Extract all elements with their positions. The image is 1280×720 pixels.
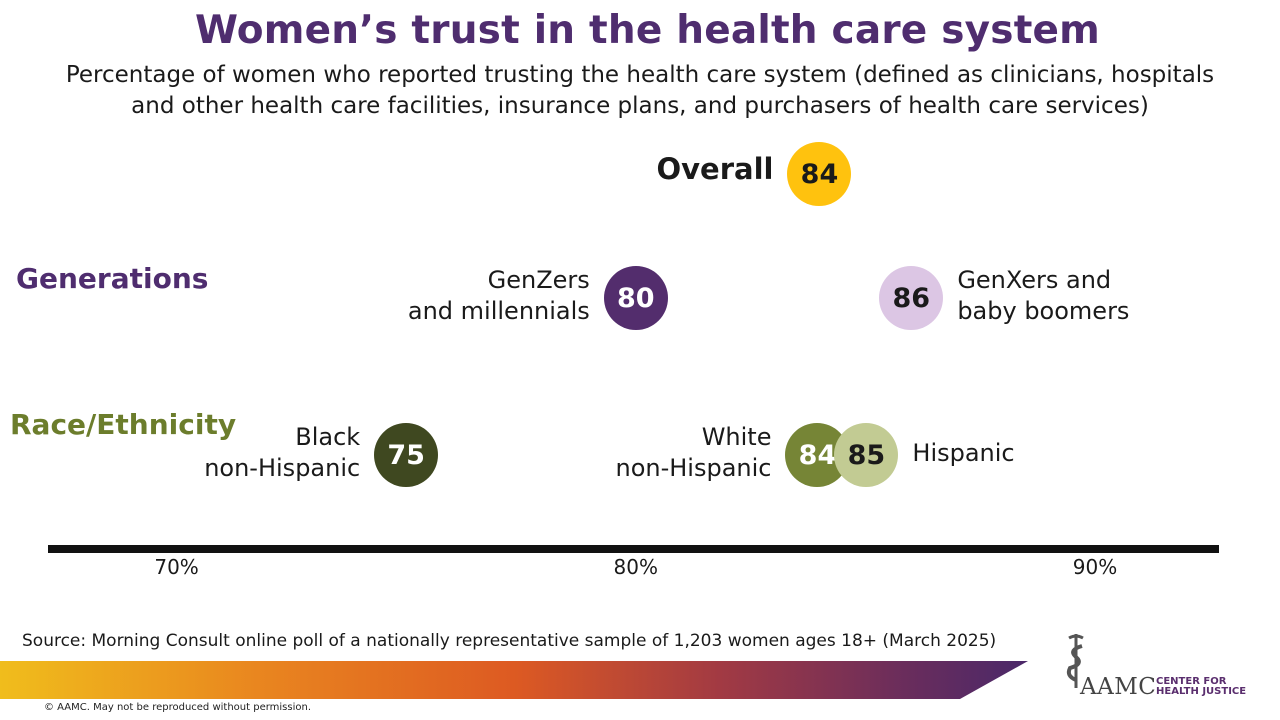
data-label-overall: Overall <box>657 154 774 185</box>
subtitle-line-1: Percentage of women who reported trustin… <box>65 62 1215 88</box>
group-label-race-ethnicity: Race/Ethnicity <box>10 408 237 441</box>
data-label-black: Black non-Hispanic <box>204 422 360 484</box>
subtitle-line-2: and other health care facilities, insura… <box>131 93 1149 119</box>
data-label-line: Overall <box>656 152 774 186</box>
group-label-generations: Generations <box>16 262 209 295</box>
aamc-logo-text: AAMC <box>1080 674 1157 700</box>
aamc-staff-icon <box>1066 634 1084 688</box>
data-label-line: Black <box>295 423 361 451</box>
data-label-genx: GenXers and baby boomers <box>957 265 1129 327</box>
logo-sub-line-1: CENTER FOR <box>1156 676 1227 687</box>
data-point-genx: 86 <box>879 266 944 330</box>
data-label-line: non-Hispanic <box>204 454 361 482</box>
data-label-line: and millennials <box>407 297 590 325</box>
data-label-line: GenXers and <box>957 266 1112 294</box>
x-tick-label: 90% <box>1072 555 1118 579</box>
decorative-gradient-band <box>0 661 1028 699</box>
chart-subtitle: Percentage of women who reported trustin… <box>0 60 1280 122</box>
chart-title: Women’s trust in the health care system <box>194 8 1101 53</box>
data-label-line: GenZers <box>487 266 590 294</box>
aamc-logo-subtext: CENTER FOR HEALTH JUSTICE <box>1156 677 1246 697</box>
data-label-line: White <box>701 423 772 451</box>
data-point-hispanic: 85 <box>834 423 899 487</box>
data-point-black: 75 <box>374 423 439 487</box>
data-label-white: White non-Hispanic <box>615 422 771 484</box>
data-point-genz: 80 <box>603 266 668 330</box>
data-label-line: Hispanic <box>912 438 1015 467</box>
copyright-note: © AAMC. May not be reproduced without pe… <box>44 702 312 713</box>
data-label-hispanic: Hispanic <box>912 438 1014 469</box>
data-label-line: non-Hispanic <box>615 454 772 482</box>
data-label-genz: GenZers and millennials <box>408 265 590 327</box>
source-note: Source: Morning Consult online poll of a… <box>22 631 997 651</box>
x-tick-label: 80% <box>613 555 659 579</box>
data-label-line: baby boomers <box>957 297 1130 325</box>
x-tick-label: 70% <box>154 555 199 579</box>
data-point-overall: 84 <box>787 142 852 206</box>
logo-sub-line-2: HEALTH JUSTICE <box>1156 686 1247 697</box>
x-axis-line <box>48 545 1219 553</box>
